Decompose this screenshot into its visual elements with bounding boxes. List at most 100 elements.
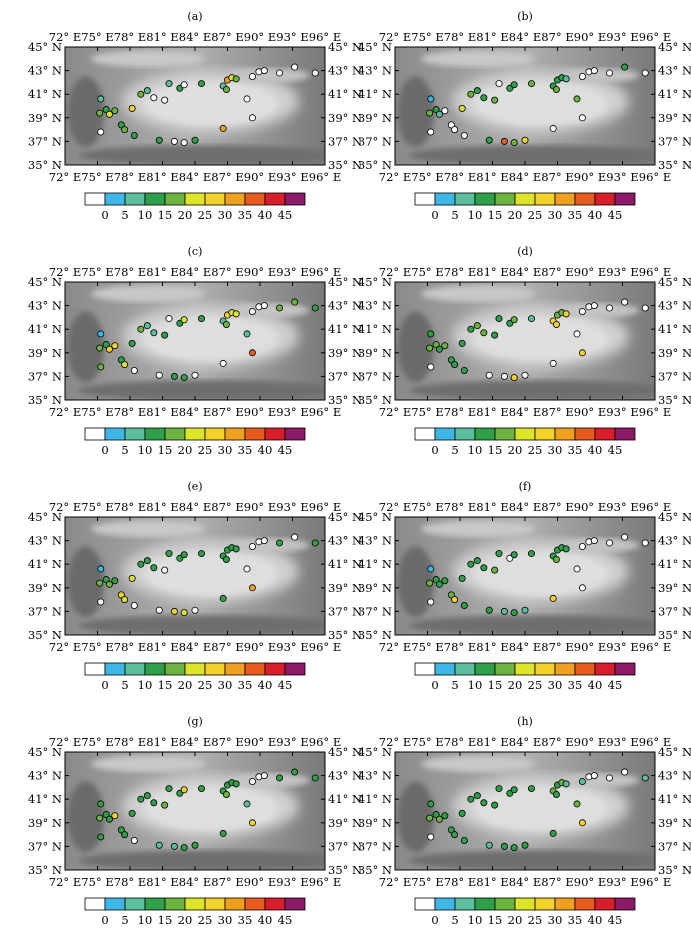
colorbar-swatch: [224, 427, 246, 441]
station-point: [105, 345, 113, 353]
colorbar-tick-label: 45: [278, 208, 293, 222]
station-point: [528, 785, 536, 793]
colorbar-swatch: [594, 192, 616, 206]
lon-tick-label: 81° E: [146, 735, 178, 749]
station-point: [248, 307, 256, 315]
colorbar-swatch: [244, 192, 266, 206]
station-point: [500, 607, 508, 615]
lat-tick-label: 41° N: [28, 792, 62, 806]
lon-tick-label: 84° E: [179, 640, 211, 654]
lon-tick-label: 96° E: [309, 735, 341, 749]
lat-tick-label: 43° N: [328, 534, 362, 548]
lon-tick-label: 78° E: [114, 735, 146, 749]
colorbar-swatch: [594, 662, 616, 676]
colorbar-swatch: [474, 192, 496, 206]
station-point: [232, 75, 240, 83]
lon-tick-label: 81° E: [476, 265, 508, 279]
lat-tick-label: 39° N: [358, 346, 392, 360]
lon-tick-label: 84° E: [179, 170, 211, 184]
station-point: [243, 330, 251, 338]
station-point: [510, 139, 518, 147]
colorbar-swatch: [494, 192, 516, 206]
colorbar-tick-label: 35: [568, 678, 583, 692]
station-point: [128, 104, 136, 112]
colorbar-tick-label: 5: [121, 678, 128, 692]
station-point: [222, 555, 230, 563]
lon-tick-label: 87° E: [211, 405, 243, 419]
panel-c: (c)72° E72° E75° E75° E78° E78° E81° E81…: [28, 245, 362, 457]
lat-tick-label: 43° N: [28, 769, 62, 783]
lat-tick-label: 35° N: [658, 628, 691, 642]
colorbar-swatch: [284, 897, 306, 911]
colorbar-swatch: [144, 427, 166, 441]
station-point: [248, 543, 256, 551]
station-point: [275, 304, 283, 312]
station-point: [458, 104, 466, 112]
lat-tick-label: 45° N: [358, 275, 392, 289]
lat-tick-label: 45° N: [328, 275, 362, 289]
lat-tick-label: 45° N: [658, 40, 691, 54]
lon-tick-label: 87° E: [211, 30, 243, 44]
colorbar-swatch: [144, 897, 166, 911]
lat-tick-label: 45° N: [358, 745, 392, 759]
colorbar-tick-label: 15: [488, 443, 503, 457]
colorbar: 0 5 10 15 20 25 30 35 40 45: [414, 662, 636, 692]
station-point: [243, 800, 251, 808]
colorbar-tick-label: 20: [508, 678, 523, 692]
lon-tick-label: 81° E: [476, 405, 508, 419]
station-point: [128, 339, 136, 347]
station-point: [130, 366, 138, 374]
lon-tick-label: 93° E: [606, 500, 638, 514]
lat-tick-label: 41° N: [28, 87, 62, 101]
station-point: [155, 841, 163, 849]
colorbar-swatch: [594, 427, 616, 441]
colorbar-tick-label: 5: [451, 678, 458, 692]
colorbar-tick-label: 5: [451, 208, 458, 222]
lat-tick-label: 39° N: [358, 111, 392, 125]
colorbar-swatch: [164, 897, 186, 911]
station-point: [275, 539, 283, 547]
colorbar-swatch: [184, 897, 206, 911]
station-point: [590, 772, 598, 780]
lon-tick-label: 75° E: [81, 640, 113, 654]
station-point: [447, 591, 455, 599]
station-point: [480, 564, 488, 572]
lon-tick-label: 93° E: [606, 735, 638, 749]
station-point: [435, 345, 443, 353]
lat-tick-label: 39° N: [358, 581, 392, 595]
colorbar: 0 5 10 15 20 25 30 35 40 45: [414, 192, 636, 222]
colorbar-swatch: [204, 192, 226, 206]
lon-tick-label: 78° E: [114, 640, 146, 654]
lon-tick-label: 81° E: [476, 735, 508, 749]
colorbar-tick-label: 0: [101, 443, 108, 457]
lon-tick-label: 81° E: [146, 500, 178, 514]
colorbar-swatch: [514, 662, 536, 676]
station-point: [552, 85, 560, 93]
station-point: [590, 537, 598, 545]
lon-tick-label: 96° E: [309, 265, 341, 279]
lat-tick-label: 35° N: [358, 393, 392, 407]
colorbar-tick-label: 20: [508, 913, 523, 927]
station-point: [232, 780, 240, 788]
colorbar-swatch: [204, 662, 226, 676]
panel-d: (d)72° E72° E75° E75° E78° E78° E81° E81…: [358, 245, 691, 457]
station-point: [441, 577, 449, 585]
station-point: [552, 555, 560, 563]
lat-tick-label: 43° N: [328, 769, 362, 783]
lat-tick-label: 35° N: [658, 393, 691, 407]
station-point: [117, 356, 125, 364]
station-point: [467, 325, 475, 333]
station-point: [578, 73, 586, 81]
lon-tick-label: 96° E: [639, 170, 671, 184]
lat-tick-label: 35° N: [358, 158, 392, 172]
station-point: [165, 785, 173, 793]
station-point: [121, 361, 129, 369]
colorbar-swatch: [534, 662, 556, 676]
colorbar-tick-label: 20: [178, 443, 193, 457]
station-point: [528, 315, 536, 323]
colorbar-swatch: [124, 662, 146, 676]
colorbar-tick-label: 40: [588, 208, 603, 222]
colorbar-swatch: [534, 427, 556, 441]
lat-tick-label: 35° N: [358, 628, 392, 642]
